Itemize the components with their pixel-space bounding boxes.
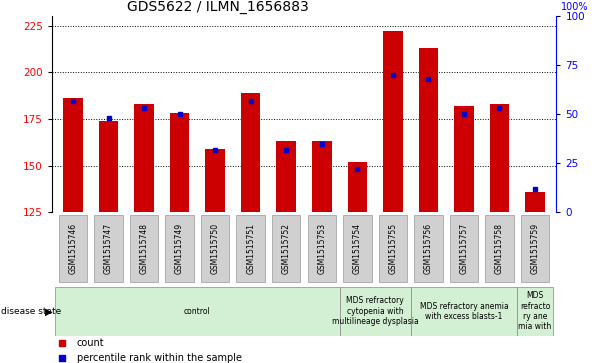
Bar — [130, 215, 158, 282]
Text: GSM1515754: GSM1515754 — [353, 223, 362, 274]
Bar — [419, 48, 438, 212]
Bar — [98, 121, 119, 212]
Bar — [485, 215, 514, 282]
Bar — [55, 287, 339, 336]
Text: GSM1515756: GSM1515756 — [424, 223, 433, 274]
Bar — [308, 215, 336, 282]
Bar — [165, 215, 194, 282]
Bar — [414, 215, 443, 282]
Bar — [170, 113, 189, 212]
Text: GSM1515755: GSM1515755 — [389, 223, 398, 274]
Bar — [410, 287, 517, 336]
Bar — [63, 98, 83, 212]
Bar — [450, 215, 478, 282]
Text: GSM1515749: GSM1515749 — [175, 223, 184, 274]
Bar — [237, 215, 265, 282]
Text: count: count — [77, 338, 105, 348]
Text: MDS refractory anemia
with excess blasts-1: MDS refractory anemia with excess blasts… — [420, 302, 508, 321]
Text: GSM1515758: GSM1515758 — [495, 223, 504, 274]
Text: ▶: ▶ — [45, 306, 52, 316]
Text: 100%: 100% — [561, 2, 588, 12]
Text: GSM1515751: GSM1515751 — [246, 223, 255, 274]
Text: GSM1515750: GSM1515750 — [210, 223, 219, 274]
Text: disease state: disease state — [1, 307, 61, 316]
Text: GSM1515752: GSM1515752 — [282, 223, 291, 274]
Text: GSM1515746: GSM1515746 — [69, 223, 77, 274]
Text: GSM1515759: GSM1515759 — [531, 223, 539, 274]
Bar — [59, 215, 87, 282]
Bar — [521, 215, 549, 282]
Bar — [343, 215, 371, 282]
Text: GSM1515748: GSM1515748 — [140, 223, 148, 274]
Text: GSM1515757: GSM1515757 — [460, 223, 468, 274]
Text: GDS5622 / ILMN_1656883: GDS5622 / ILMN_1656883 — [128, 0, 309, 14]
Text: percentile rank within the sample: percentile rank within the sample — [77, 352, 242, 363]
Bar — [383, 31, 402, 212]
Bar — [241, 93, 260, 212]
Bar — [272, 215, 300, 282]
Bar — [517, 287, 553, 336]
Bar — [134, 104, 154, 212]
Bar — [206, 149, 225, 212]
Bar — [339, 287, 410, 336]
Text: MDS refractory
cytopenia with
multilineage dysplasia: MDS refractory cytopenia with multilinea… — [332, 296, 418, 326]
Bar — [348, 162, 367, 212]
Text: GSM1515753: GSM1515753 — [317, 223, 326, 274]
Bar — [201, 215, 229, 282]
Text: MDS
refracto
ry ane
mia with: MDS refracto ry ane mia with — [519, 291, 551, 331]
Bar — [277, 142, 296, 212]
Bar — [525, 192, 545, 212]
Text: GSM1515747: GSM1515747 — [104, 223, 113, 274]
Bar — [454, 106, 474, 212]
Text: control: control — [184, 307, 211, 316]
Bar — [379, 215, 407, 282]
Bar — [94, 215, 123, 282]
Bar — [312, 142, 331, 212]
Bar — [489, 104, 510, 212]
